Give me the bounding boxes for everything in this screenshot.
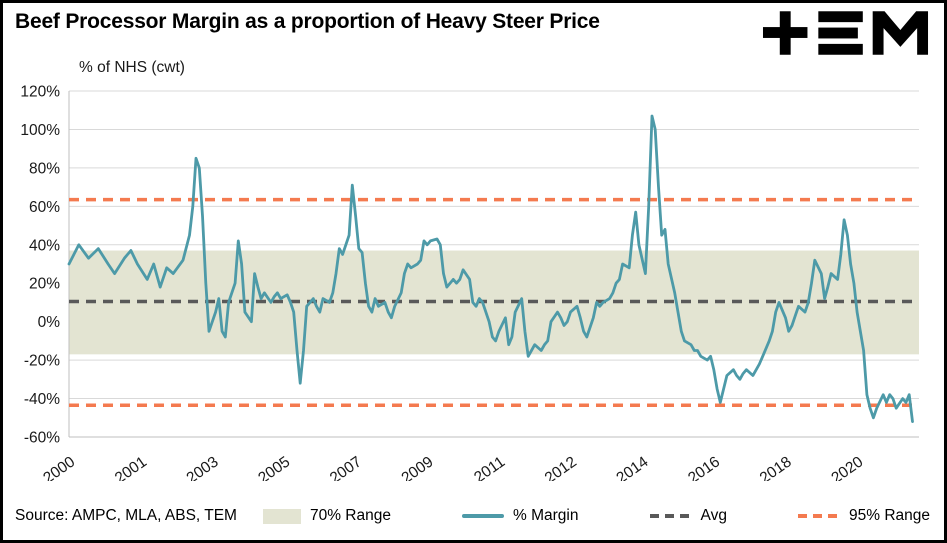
legend-item-margin: % Margin bbox=[462, 507, 578, 525]
avg-dash-swatch-icon bbox=[649, 514, 692, 518]
band-swatch-icon bbox=[262, 508, 301, 524]
chart-plot: -60% -40% -20% 0% 20% 40% 60% 80% 100% 120% 2000 20… bbox=[20, 84, 919, 481]
range95-dash-swatch-icon bbox=[797, 514, 840, 518]
legend-label-margin: % Margin bbox=[513, 507, 579, 524]
y-axis-title: % of NHS (cwt) bbox=[79, 59, 185, 76]
x-tick-label: 2012 bbox=[542, 453, 580, 481]
source-note: Source: AMPC, MLA, ABS, TEM bbox=[15, 507, 237, 524]
x-tick-label: 2000 bbox=[40, 453, 78, 481]
y-tick-label: 20% bbox=[29, 276, 60, 293]
chart-title: Beef Processor Margin as a proportion of… bbox=[15, 10, 600, 33]
series-margin-line bbox=[67, 114, 914, 424]
x-tick-label: 2020 bbox=[828, 453, 866, 481]
tem-logo-m-icon bbox=[872, 11, 929, 55]
tem-logo-plus-icon bbox=[762, 11, 808, 55]
y-tick-label: -60% bbox=[24, 430, 60, 447]
tem-logo-bars-icon bbox=[818, 11, 863, 55]
x-tick-label: 2005 bbox=[255, 453, 293, 481]
legend: 70% Range % Margin Avg 95% Range bbox=[262, 507, 932, 525]
y-tick-label: 0% bbox=[38, 314, 61, 331]
x-tick-label: 2011 bbox=[471, 453, 508, 481]
x-tick-label: 2016 bbox=[685, 453, 723, 481]
x-tick-label: 2014 bbox=[613, 453, 651, 481]
x-tick-label: 2009 bbox=[399, 453, 437, 481]
x-tick-label: 2007 bbox=[327, 453, 365, 481]
tem-logo bbox=[762, 11, 929, 55]
y-tick-label: -40% bbox=[24, 391, 60, 408]
y-tick-label: -20% bbox=[24, 353, 60, 370]
x-tick-label: 2003 bbox=[184, 453, 222, 481]
x-tick-label: 2001 bbox=[112, 453, 150, 481]
y-tick-label: 60% bbox=[29, 199, 60, 216]
legend-label-70-range: 70% Range bbox=[309, 507, 391, 524]
y-tick-label: 120% bbox=[20, 84, 60, 101]
y-tick-label: 80% bbox=[29, 160, 60, 177]
legend-item-95-range: 95% Range bbox=[797, 507, 930, 525]
chart-footer: Source: AMPC, MLA, ABS, TEM 70% Range % … bbox=[15, 501, 932, 531]
line-swatch-icon bbox=[462, 514, 505, 518]
legend-label-95-range: 95% Range bbox=[848, 507, 930, 524]
legend-label-avg: Avg bbox=[700, 507, 727, 524]
y-tick-label: 40% bbox=[29, 237, 60, 254]
x-tick-label: 2018 bbox=[757, 453, 795, 481]
legend-item-70-range: 70% Range bbox=[262, 507, 391, 525]
y-tick-label: 100% bbox=[20, 122, 60, 139]
legend-item-avg: Avg bbox=[649, 507, 727, 525]
